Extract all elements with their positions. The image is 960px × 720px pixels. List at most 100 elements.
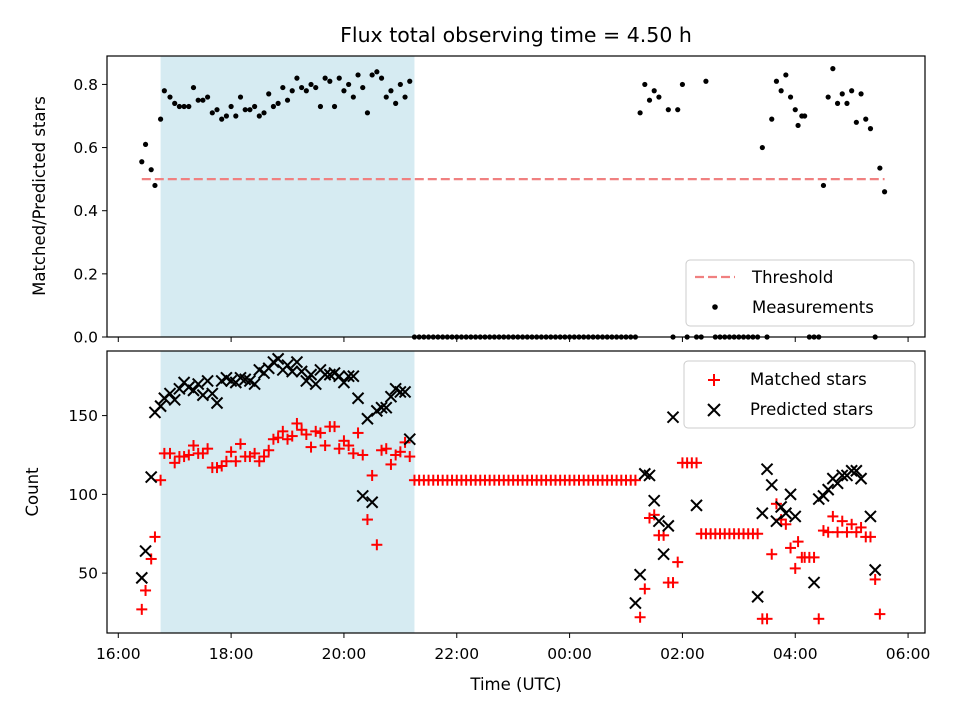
matched-star-point [230,455,242,467]
measurement-point [773,78,780,84]
measurement-point [237,94,244,100]
predicted-star-point [821,483,835,496]
y-tick-label: 0.4 [73,202,98,220]
y-tick-label: 0.6 [73,139,98,157]
measurement-point [336,75,342,81]
measurement-point [397,81,403,88]
measurement-point [778,88,784,94]
measurement-point [402,94,408,100]
matched-star-point [770,498,782,510]
predicted-star-point [789,510,802,523]
measurement-point [820,182,827,189]
matched-star-point [149,531,161,543]
measurement-point [374,69,380,75]
matched-stars-series [136,417,886,625]
predicted-star-point [629,596,642,610]
predicted-star-point [666,410,680,424]
measurement-point [665,107,671,113]
predicted-star-point [248,377,261,391]
predicted-stars-series [135,352,882,610]
predicted-star-point [375,401,388,414]
measurement-point [364,110,371,116]
predicted-star-point [135,571,148,585]
matched-star-point [672,556,684,568]
measurement-point [341,88,347,94]
measurement-point [795,122,801,129]
matched-star-point [310,425,322,437]
predicted-star-point [751,590,764,603]
predicted-star-point [854,472,868,485]
predicted-star-point [286,365,299,378]
measurement-point [157,116,164,122]
matched-star-point [164,447,176,459]
measurement-point [792,107,798,113]
predicted-star-point [690,499,703,512]
matched-star-point [263,444,275,456]
top-shaded-interval [160,56,415,337]
matched-star-point [225,446,237,458]
measurement-point [209,110,215,116]
legend-predicted-swatch [707,403,721,417]
measurement-point [646,97,653,103]
matched-star-point [785,542,797,554]
matched-star-point [258,451,270,463]
measurement-point [355,72,361,78]
matched-star-point [855,521,867,533]
measurement-point [214,107,220,113]
measurement-point [142,141,149,148]
measurement-point [152,182,158,189]
measurement-point [830,66,836,72]
matched-star-point [822,526,834,538]
matched-star-point [752,528,764,540]
measurement-point [219,116,225,122]
matched-star-point [300,428,312,440]
predicted-star-point [210,396,224,410]
measurement-point [388,88,394,94]
matched-star-point [634,611,646,623]
measurement-point [299,84,305,91]
matched-star-point [629,474,641,486]
matched-star-point [333,443,345,455]
measurement-point [139,159,145,165]
legend-matched-swatch [708,374,720,386]
matched-star-point [220,455,232,467]
measurement-point [867,126,874,132]
measurement-point [787,94,794,100]
measurement-point [378,75,385,81]
predicted-star-point [351,392,365,405]
matched-star-point [291,417,303,429]
x-tick-label: 00:00 [547,645,592,663]
measurement-point [853,119,859,125]
top-y-axis-label: Matched/Predicted stars [30,96,49,296]
predicted-star-point [281,358,294,372]
measurement-point [256,113,262,119]
measurement-point [200,97,206,103]
measurement-point [223,113,230,119]
measurement-point [802,113,808,119]
bottom-shaded-interval [160,351,415,633]
predicted-star-point [403,433,416,446]
predicted-star-point [868,563,882,577]
measurement-point [280,84,286,91]
matched-star-point [267,433,279,445]
matched-star-point [869,573,881,585]
measurement-point [769,116,775,122]
measurement-point [181,103,187,110]
top-panel: 0.00.20.40.60.8 Matched/Predicted stars … [30,55,926,347]
measurement-point [637,110,643,116]
measurement-point [327,78,333,84]
matched-star-point [371,539,383,551]
predicted-star-point [398,385,412,399]
legend-measurements-label: Measurements [752,298,874,317]
measurement-point [247,107,253,113]
x-tick-label: 20:00 [322,645,367,663]
matched-star-point [404,451,416,463]
matched-star-point [296,424,308,436]
measurement-point [322,75,328,81]
matched-star-point [648,509,660,521]
measurement-point [228,103,234,110]
matched-star-point [832,526,844,538]
predicted-star-point [836,469,849,482]
